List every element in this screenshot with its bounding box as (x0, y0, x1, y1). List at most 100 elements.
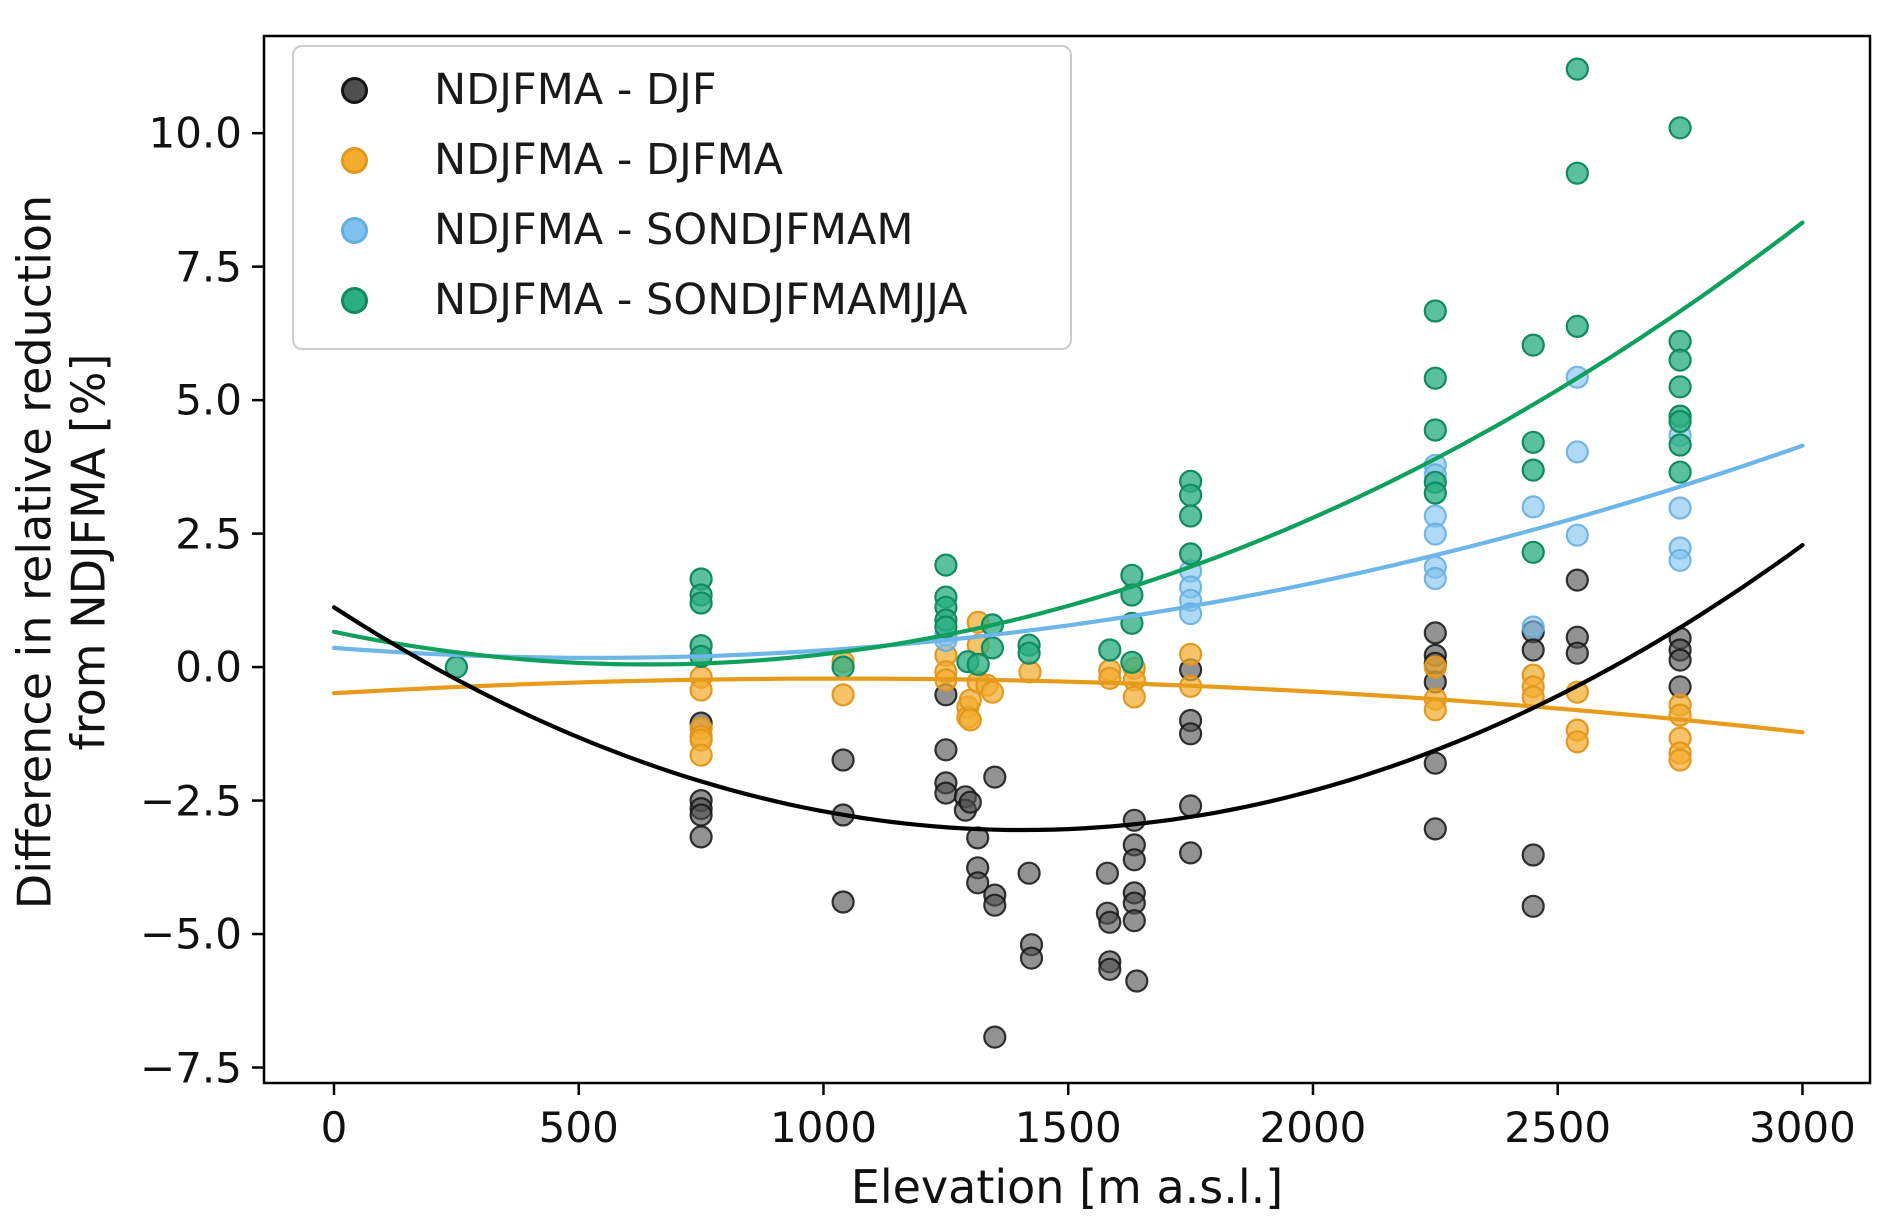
data-point-series-0 (1098, 957, 1122, 981)
data-point-series-0 (966, 871, 990, 895)
legend-marker-icon (341, 286, 368, 314)
y-tick-label: 2.5 (175, 509, 242, 559)
x-tick-label: 2000 (1259, 1103, 1367, 1152)
data-point-series-3 (1668, 433, 1692, 457)
data-point-series-0 (689, 803, 713, 827)
legend-marker-icon (341, 76, 368, 104)
data-point-series-3 (1565, 161, 1589, 185)
data-point-series-3 (1423, 418, 1447, 442)
legend-marker-icon (341, 146, 368, 174)
y-axis-label-line1: Difference in relative reduction (7, 194, 62, 910)
data-point-series-0 (1521, 894, 1545, 918)
x-tick-label: 1000 (770, 1103, 877, 1152)
data-point-series-1 (1098, 666, 1122, 690)
data-point-series-0 (1178, 841, 1203, 865)
data-point-series-0 (1423, 621, 1447, 645)
data-point-series-3 (980, 636, 1005, 660)
data-point-series-3 (1565, 314, 1589, 338)
x-tick-label: 0 (320, 1103, 348, 1152)
y-tick-label: 5.0 (175, 375, 242, 425)
data-point-series-0 (1521, 843, 1545, 867)
data-point-series-1 (1178, 642, 1203, 666)
fit-curve-series-2 (331, 443, 1805, 661)
fit-curve-series-3 (331, 220, 1805, 667)
data-point-series-1 (958, 708, 982, 732)
data-point-series-3 (1521, 430, 1545, 454)
data-point-series-0 (1178, 794, 1203, 818)
legend-marker-icon (341, 216, 368, 244)
data-point-series-0 (1125, 969, 1149, 993)
data-point-series-3 (1668, 409, 1692, 434)
data-point-series-0 (689, 825, 713, 849)
x-tick-label: 1500 (1014, 1103, 1122, 1152)
x-tick-label: 3000 (1748, 1103, 1856, 1152)
data-point-series-1 (1423, 698, 1447, 722)
data-point-series-0 (958, 790, 982, 814)
y-axis-label-line2: from NDJFMA [%] (62, 353, 116, 751)
data-point-series-1 (1423, 655, 1447, 679)
data-point-series-3 (966, 652, 990, 677)
x-axis-label: Elevation [m a.s.l.] (850, 1160, 1284, 1214)
data-point-series-2 (1423, 566, 1447, 591)
data-point-series-1 (1122, 685, 1146, 709)
data-point-series-3 (1521, 333, 1545, 357)
data-point-series-0 (983, 765, 1007, 789)
data-point-series-3 (1178, 542, 1203, 566)
data-point-series-0 (831, 748, 855, 772)
data-point-series-2 (1565, 440, 1589, 464)
data-point-series-3 (1423, 481, 1447, 505)
data-point-series-1 (689, 743, 713, 767)
data-point-series-2 (1521, 495, 1545, 519)
data-point-series-3 (1521, 540, 1545, 564)
data-point-series-0 (1122, 808, 1146, 832)
data-point-series-3 (1668, 116, 1692, 140)
data-point-series-3 (689, 591, 713, 615)
y-axis-label: Difference in relative reduction from ND… (8, 195, 117, 909)
data-point-series-3 (1521, 458, 1545, 482)
data-point-series-0 (1668, 648, 1692, 672)
data-point-series-0 (934, 781, 958, 805)
data-point-series-0 (1122, 848, 1146, 872)
data-point-series-0 (831, 890, 855, 914)
data-point-series-3 (1098, 638, 1122, 662)
data-point-series-0 (1565, 568, 1589, 592)
data-point-series-1 (980, 680, 1005, 704)
data-point-series-2 (1668, 548, 1692, 572)
data-point-series-0 (1122, 909, 1146, 933)
data-point-series-3 (1423, 366, 1447, 390)
data-point-series-2 (1423, 522, 1447, 546)
x-tick-label: 2500 (1504, 1103, 1612, 1152)
data-point-series-3 (1178, 483, 1203, 507)
data-point-series-2 (1565, 523, 1589, 547)
data-point-series-3 (1668, 348, 1692, 372)
legend-label: NDJFMA - DJF (434, 65, 717, 115)
legend-label: NDJFMA - SONDJFMAMJJA (434, 275, 968, 325)
data-point-series-3 (1178, 504, 1203, 528)
y-tick-label: 0.0 (175, 642, 242, 692)
data-point-series-3 (1017, 641, 1041, 665)
data-point-series-1 (689, 678, 713, 702)
data-point-series-3 (1668, 375, 1692, 399)
legend-row: NDJFMA - DJFMA (294, 125, 1070, 195)
data-point-series-3 (1668, 460, 1692, 484)
y-tick-label: 10.0 (148, 108, 242, 158)
y-tick-label: −5.0 (140, 909, 242, 959)
legend-row: NDJFMA - SONDJFMAMJJA (294, 265, 1070, 335)
y-tick-label: 7.5 (175, 242, 242, 292)
data-point-series-3 (934, 553, 958, 577)
data-point-series-0 (1565, 641, 1589, 665)
data-point-series-0 (1521, 638, 1545, 662)
data-point-series-3 (1423, 299, 1447, 323)
data-point-series-1 (831, 683, 855, 707)
legend-row: NDJFMA - DJF (294, 55, 1070, 125)
x-tick-label: 500 (538, 1103, 619, 1152)
data-point-series-0 (1098, 910, 1122, 934)
data-point-series-1 (1668, 703, 1692, 727)
y-tick-label: −2.5 (140, 776, 242, 826)
data-point-series-0 (1178, 722, 1203, 746)
data-point-series-1 (1668, 748, 1692, 772)
y-tick-label: −7.5 (140, 1043, 242, 1093)
data-point-series-2 (1521, 615, 1545, 639)
